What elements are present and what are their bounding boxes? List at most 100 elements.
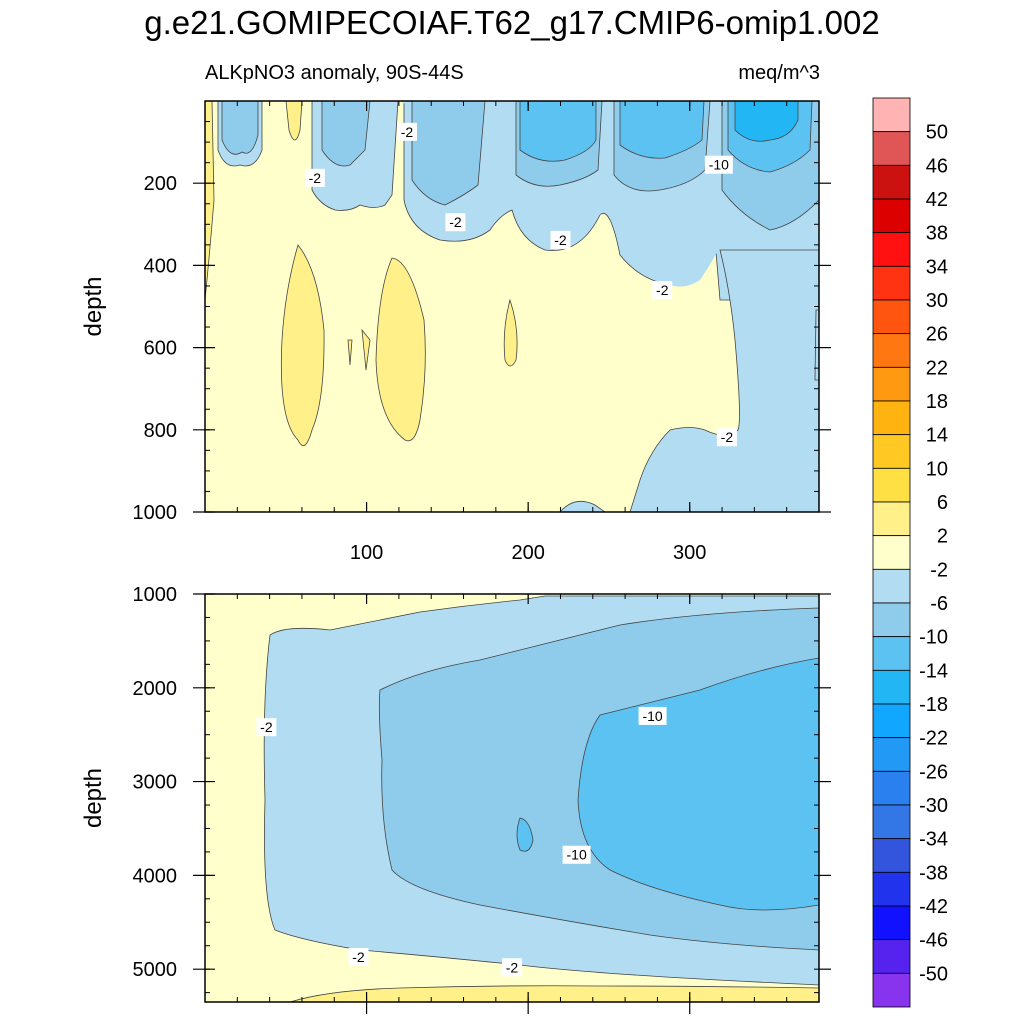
colorbar-label: 22 (926, 357, 948, 379)
colorbar-swatch (872, 905, 911, 941)
contour-label-bg (562, 845, 591, 864)
contour-label-text: -2 (260, 719, 273, 735)
contour-label-text: -2 (506, 959, 519, 975)
colorbar-swatch (872, 97, 911, 133)
colorbar-label: -30 (919, 795, 948, 817)
units-label: meq/m^3 (738, 62, 820, 84)
contour-label-text: -2 (352, 949, 365, 965)
colorbar-swatch (872, 804, 911, 840)
contour-label-bg (304, 168, 325, 187)
contour-label-text: -2 (309, 170, 322, 186)
colorbar-label: 46 (926, 155, 948, 177)
colorbar-label: 34 (926, 256, 948, 278)
contour-label: -10 (562, 845, 591, 864)
colorbar-swatch (872, 972, 911, 1008)
colorbar-label: -34 (919, 829, 948, 851)
colorbar-label: -22 (919, 728, 948, 750)
colorbar-swatch (872, 299, 911, 335)
colorbar-label: 42 (926, 189, 948, 211)
colorbar-label: -6 (930, 593, 948, 615)
colorbar-swatch (872, 467, 911, 503)
colorbar-swatch (872, 939, 911, 974)
colorbar-swatch (872, 366, 911, 402)
contour-label: -2 (445, 213, 466, 232)
contour-label: -10 (638, 706, 667, 725)
contour-label: -2 (396, 122, 417, 141)
contour-label: -10 (704, 155, 733, 174)
colorbar-swatch (872, 703, 911, 739)
contour-label-text: -2 (721, 429, 734, 445)
contour-label-text: -10 (642, 708, 662, 724)
x-tick-label: 200 (511, 542, 544, 564)
colorbar-label: -42 (919, 896, 948, 918)
colorbar-swatch (872, 602, 911, 638)
colorbar-swatch (872, 164, 911, 200)
contour-label-bg (445, 213, 466, 232)
colorbar-swatch (872, 333, 911, 368)
contour-label-text: -10 (567, 847, 587, 863)
colorbar-label: -14 (919, 660, 948, 682)
colorbar-label: 2 (937, 526, 948, 548)
contour-label-bg (716, 428, 737, 447)
contour-label: -2 (716, 428, 737, 447)
contour-label-bg (704, 155, 733, 174)
colorbar-swatch (872, 568, 911, 604)
contour-label-bg (502, 958, 522, 977)
colorbar-swatch (872, 400, 911, 436)
contour-label: -2 (502, 958, 522, 977)
colorbar-label: 30 (926, 290, 948, 312)
y-tick-label: 800 (144, 420, 177, 442)
x-tick-label: 300 (673, 542, 706, 564)
contour-label-bg (396, 122, 417, 141)
colorbar-swatch (872, 636, 911, 671)
contour-label-bg (638, 706, 667, 725)
contour-label-bg (652, 281, 673, 300)
colorbar-label: 18 (926, 391, 948, 413)
colorbar-label: 38 (926, 223, 948, 245)
contour-label: -2 (304, 168, 325, 187)
y-tick-label: 600 (144, 338, 177, 360)
plot-title: g.e21.GOMIPECOIAF.T62_g17.CMIP6-omip1.00… (144, 4, 880, 41)
contour-label: -2 (256, 718, 277, 737)
contour-label: -2 (550, 230, 571, 249)
y-tick-label: 2000 (133, 678, 178, 700)
colorbar-swatch (872, 535, 911, 570)
x-tick-label: 100 (350, 542, 383, 564)
colorbar-label: -50 (919, 963, 948, 985)
colorbar-label: 10 (926, 458, 948, 480)
y-tick-label: 200 (144, 173, 177, 195)
y-tick-label: 400 (144, 255, 177, 277)
colorbar-swatch (872, 501, 911, 537)
contour-labels-layer: -2 -2 -2 -2 -2 -10 -2 -2 -10 -10 -2 -2 (256, 122, 737, 977)
colorbar-label: -46 (919, 930, 948, 952)
contour-label-bg (256, 718, 277, 737)
contour-label-text: -2 (449, 214, 462, 230)
y-tick-label: 4000 (133, 865, 178, 887)
colorbar-swatch (872, 770, 911, 806)
colorbar-label: 14 (926, 425, 948, 447)
colorbar-label: -2 (930, 559, 948, 581)
y-tick-label: 5000 (133, 959, 178, 981)
colorbar-label: 26 (926, 324, 948, 346)
y-tick-label: 1000 (133, 584, 178, 606)
contour-label-text: -10 (709, 157, 729, 173)
lower-panel-fill (205, 594, 819, 1002)
colorbar-swatch (872, 838, 911, 873)
colorbar-label: -10 (919, 627, 948, 649)
axes-layer: 100 200 300 200 400 600 800 1000 depth 1000 2000 30… (80, 100, 831, 1014)
colorbar-label: -18 (919, 694, 948, 716)
colorbar-label: -26 (919, 761, 948, 783)
y-tick-label: 1000 (133, 502, 178, 524)
y-axis-label: depth (80, 768, 107, 828)
lower-panel-frame (204, 593, 820, 1003)
colorbar-label: -38 (919, 862, 948, 884)
colorbar-swatch (872, 737, 911, 772)
colorbar-swatch (872, 265, 911, 301)
colorbar-swatch (872, 434, 911, 469)
contour-label-text: -2 (656, 282, 669, 298)
colorbar-label: 50 (926, 122, 948, 144)
colorbar-swatch (872, 232, 911, 267)
contour-label-bg (348, 947, 369, 966)
contour-label: -2 (348, 947, 369, 966)
